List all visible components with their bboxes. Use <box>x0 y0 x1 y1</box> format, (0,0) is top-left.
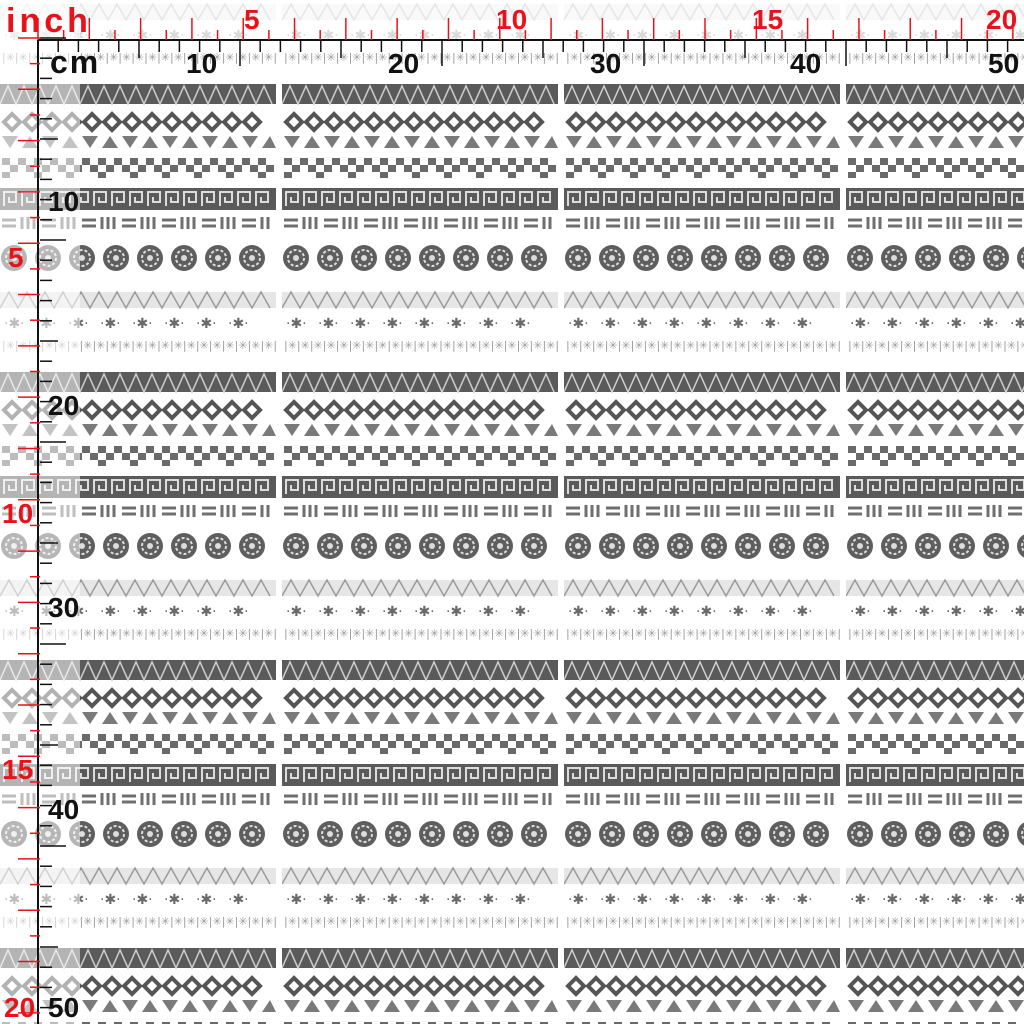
left-ruler <box>18 37 66 1024</box>
top-cm-label: 30 <box>590 48 622 79</box>
top-inch-label: 5 <box>244 4 260 35</box>
left-cm-label: 10 <box>48 186 80 217</box>
left-inch-label: 5 <box>8 242 24 273</box>
left-inch-label: 10 <box>2 498 34 529</box>
left-inch-label: 20 <box>4 992 36 1023</box>
left-cm-label: 50 <box>48 992 80 1023</box>
top-cm-label: 10 <box>186 48 218 79</box>
top-inch-label: 15 <box>752 4 784 35</box>
top-inch-label: 20 <box>986 4 1018 35</box>
inch-unit-label: inch <box>6 2 92 40</box>
left-cm-label: 20 <box>48 390 80 421</box>
top-cm-label: 40 <box>790 48 822 79</box>
left-cm-label: 30 <box>48 592 80 623</box>
top-cm-label: 20 <box>388 48 420 79</box>
left-inch-label: 15 <box>2 754 34 785</box>
left-cm-label: 40 <box>48 794 80 825</box>
top-ruler <box>37 18 1024 66</box>
top-inch-label: 10 <box>496 4 528 35</box>
cm-unit-label: cm <box>50 44 101 80</box>
top-cm-label: 50 <box>988 48 1020 79</box>
